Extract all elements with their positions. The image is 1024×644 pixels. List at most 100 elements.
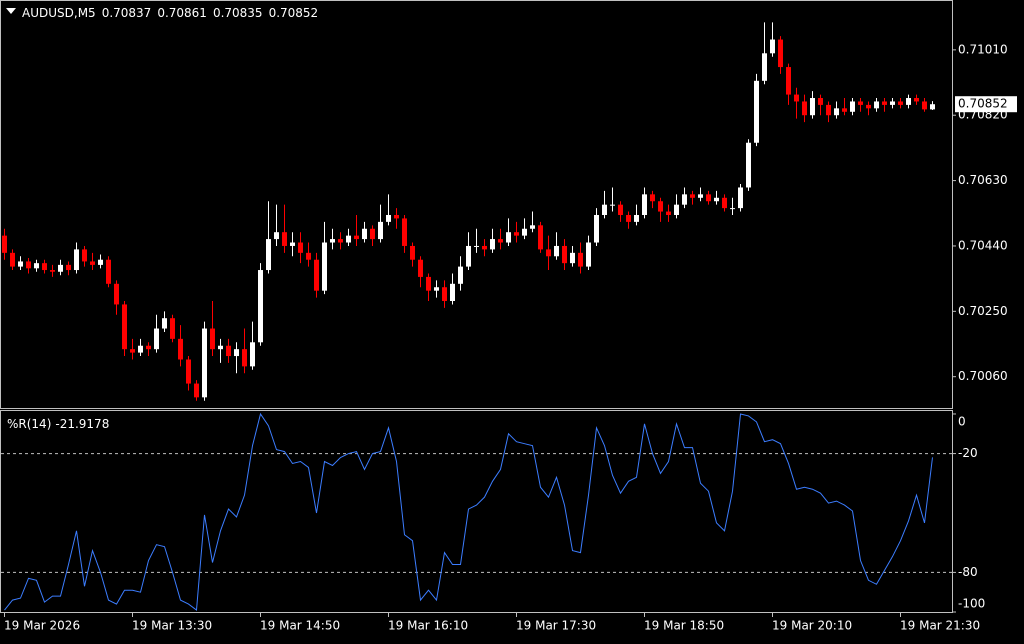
candle-body — [770, 39, 775, 54]
candle-body — [346, 235, 351, 243]
candle-body — [194, 383, 199, 398]
candle-body — [698, 194, 703, 198]
y-tick-label: -100 — [958, 597, 985, 611]
candle-body — [314, 259, 319, 291]
candle-body — [10, 252, 15, 267]
candle-body — [146, 345, 151, 350]
main-panel — [0, 0, 953, 409]
candle-body — [850, 101, 855, 112]
candle-body — [362, 228, 367, 240]
candle-body — [482, 245, 487, 250]
candle-body — [802, 101, 807, 116]
candle-body — [690, 194, 695, 198]
x-tick-label: 19 Mar 16:10 — [388, 619, 468, 633]
candle-body — [922, 101, 927, 110]
candle-body — [914, 98, 919, 102]
candle-body — [818, 98, 823, 105]
candle-body — [66, 264, 71, 271]
candle-body — [122, 304, 127, 350]
candle-body — [474, 245, 479, 247]
y-tick-label: 0.70250 — [958, 304, 1008, 318]
y-tick-label: 0.71010 — [958, 42, 1008, 56]
indicator-panel — [0, 410, 953, 613]
candle-body — [682, 194, 687, 205]
ohlc-high: 0.70861 — [157, 6, 207, 20]
candle-body — [170, 318, 175, 339]
ohlc-open: 0.70837 — [102, 6, 152, 20]
candle-body — [298, 242, 303, 253]
candle-body — [306, 252, 311, 260]
symbol: AUDUSD,M5 — [22, 6, 96, 20]
candle-body — [514, 232, 519, 236]
candle-body — [562, 245, 567, 264]
indicator-name: %R(14) — [7, 417, 51, 431]
candle-body — [794, 94, 799, 102]
candle-body — [498, 239, 503, 243]
candle-body — [82, 249, 87, 262]
y-tick-label: 0 — [958, 415, 966, 429]
candle-body — [250, 342, 255, 367]
candle-body — [554, 245, 559, 257]
candle-body — [778, 39, 783, 68]
candle-body — [714, 197, 719, 202]
candle-body — [74, 249, 79, 271]
x-tick-label: 19 Mar 13:30 — [132, 619, 212, 633]
x-tick-label: 19 Mar 17:30 — [516, 619, 596, 633]
candle-body — [410, 245, 415, 260]
candle-body — [522, 228, 527, 236]
candle-body — [90, 261, 95, 265]
candle-body — [602, 204, 607, 215]
candle-body — [738, 187, 743, 209]
indicator-line — [4, 412, 933, 611]
candle-body — [114, 283, 119, 305]
candle-body — [866, 104, 871, 109]
candle-body — [834, 108, 839, 116]
candle-body — [186, 359, 191, 384]
candle-body — [466, 245, 471, 267]
candle-body — [98, 259, 103, 265]
candle-body — [370, 228, 375, 240]
candle-body — [386, 214, 391, 222]
candle-body — [650, 194, 655, 202]
candle-body — [354, 235, 359, 240]
candle-body — [290, 242, 295, 246]
indicator-label: %R(14) -21.9178 — [7, 417, 109, 431]
candle-body — [890, 101, 895, 105]
candle-body — [426, 276, 431, 291]
y-tick-label: 0.70440 — [958, 238, 1008, 252]
candle-body — [338, 239, 343, 243]
candle-body — [874, 101, 879, 109]
candle-body — [58, 264, 63, 272]
candle-body — [546, 249, 551, 257]
y-tick-label: -80 — [958, 565, 978, 579]
candle-body — [42, 263, 47, 271]
candle-body — [762, 53, 767, 81]
candle-body — [242, 349, 247, 367]
x-tick-label: 19 Mar 2026 — [4, 619, 80, 633]
candle-body — [626, 214, 631, 222]
candle-body — [378, 221, 383, 240]
x-tick-label: 19 Mar 14:50 — [260, 619, 340, 633]
candle-body — [162, 318, 167, 329]
candle-body — [282, 232, 287, 246]
candle-body — [666, 211, 671, 215]
candle-body — [842, 108, 847, 112]
candle-body — [746, 142, 751, 188]
candle-body — [754, 80, 759, 143]
candle-body — [578, 252, 583, 267]
candle-body — [906, 98, 911, 105]
menu-triangle[interactable] — [6, 8, 16, 14]
candle-body — [730, 208, 735, 210]
y-tick-label: -20 — [958, 446, 978, 460]
x-tick-label: 19 Mar 21:30 — [900, 619, 980, 633]
candle-body — [642, 194, 647, 215]
x-tick-label: 19 Mar 18:50 — [644, 619, 724, 633]
indicator-value: -21.9178 — [55, 417, 109, 431]
candle-body — [442, 287, 447, 302]
candle-body — [538, 225, 543, 250]
candle-body — [26, 261, 31, 269]
candle-body — [258, 270, 263, 343]
x-tick-label: 19 Mar 20:10 — [772, 619, 852, 633]
